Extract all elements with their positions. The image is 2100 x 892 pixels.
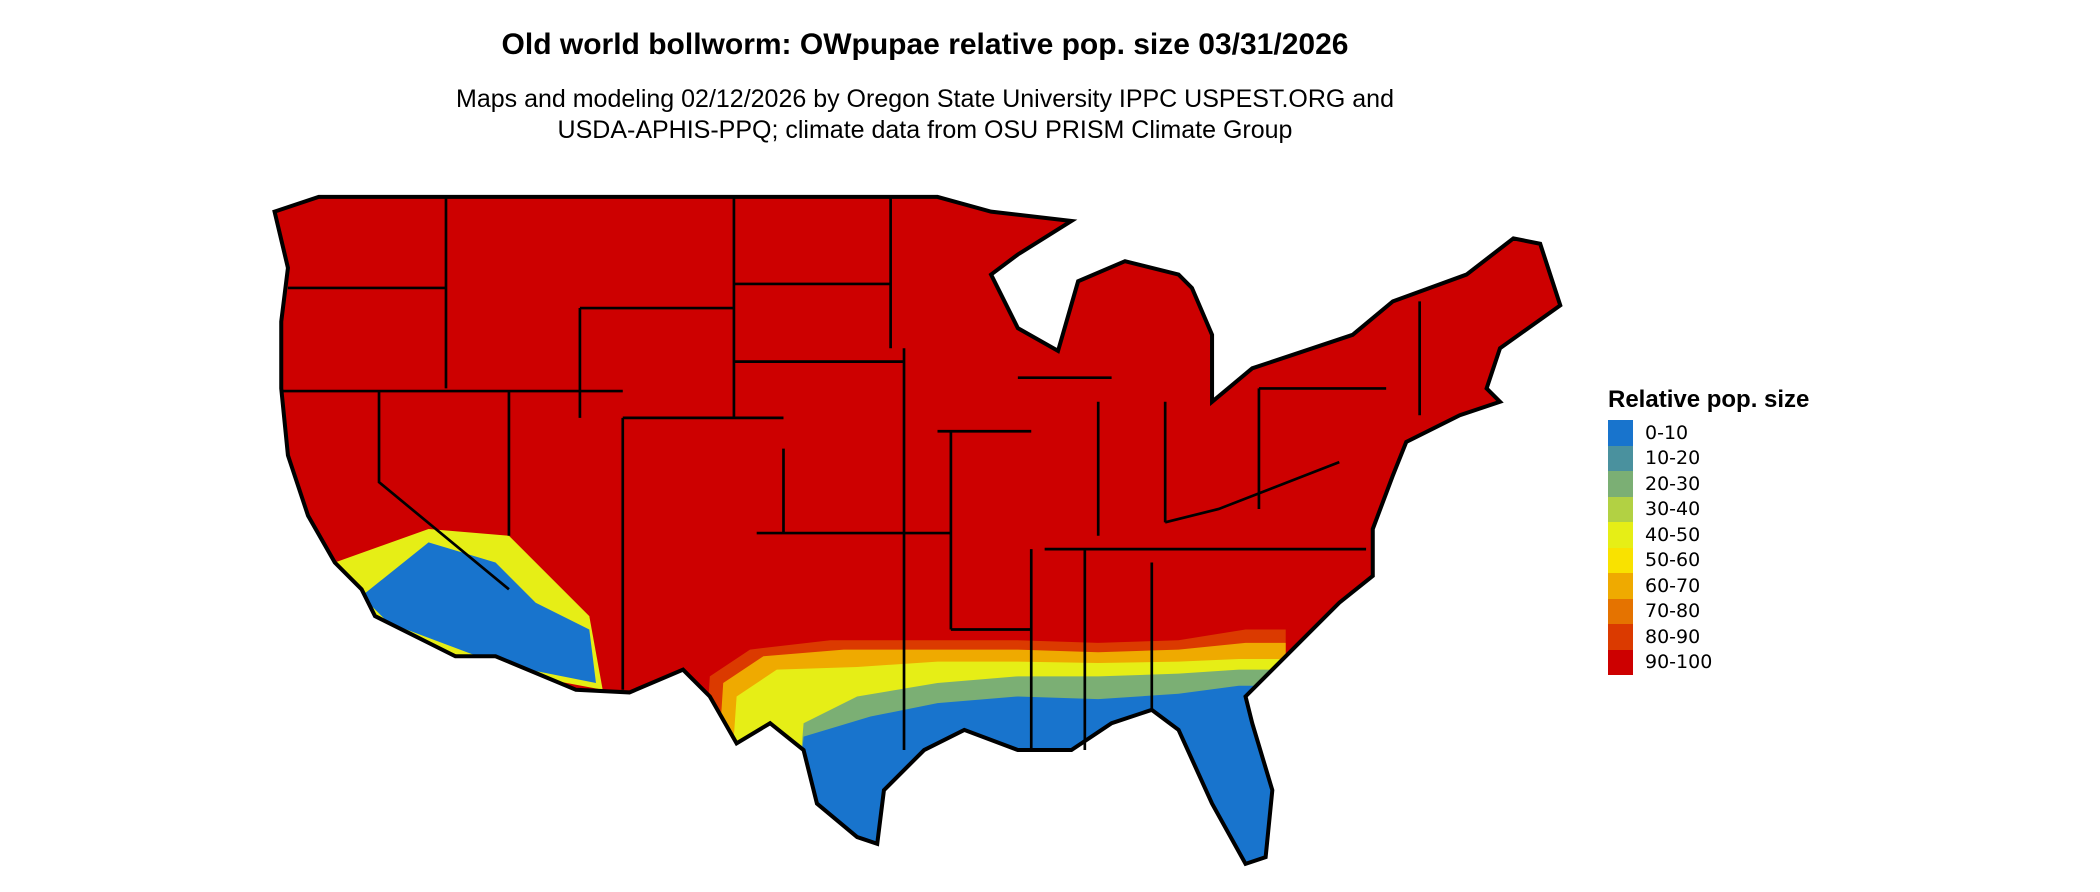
legend-swatch xyxy=(1608,624,1633,650)
legend-label: 10-20 xyxy=(1645,447,1701,470)
legend-item: 60-70 xyxy=(1608,573,1809,599)
legend-swatch xyxy=(1608,649,1633,675)
legend-item: 40-50 xyxy=(1608,522,1809,548)
legend-item: 20-30 xyxy=(1608,471,1809,497)
map-title: Old world bollworm: OWpupae relative pop… xyxy=(501,28,1349,61)
legend-swatch xyxy=(1608,547,1633,573)
legend-item: 30-40 xyxy=(1608,496,1809,522)
legend-label: 20-30 xyxy=(1645,472,1701,495)
legend-swatch xyxy=(1608,471,1633,497)
legend-swatch xyxy=(1608,573,1633,599)
legend-label: 90-100 xyxy=(1645,651,1713,674)
legend-swatch xyxy=(1608,445,1633,471)
legend-item: 90-100 xyxy=(1608,649,1809,675)
legend-label: 50-60 xyxy=(1645,549,1701,572)
legend-label: 0-10 xyxy=(1645,421,1689,444)
legend-label: 70-80 xyxy=(1645,600,1701,623)
map-subtitle-line2: USDA-APHIS-PPQ; climate data from OSU PR… xyxy=(557,116,1293,144)
legend-title: Relative pop. size xyxy=(1608,386,1810,413)
legend-item: 10-20 xyxy=(1608,445,1809,471)
legend-label: 40-50 xyxy=(1645,523,1701,546)
map-subtitle-line1: Maps and modeling 02/12/2026 by Oregon S… xyxy=(456,85,1394,113)
legend-swatch xyxy=(1608,420,1633,446)
legend-swatch xyxy=(1608,598,1633,624)
region-0-10-southwest xyxy=(361,542,596,684)
legend-swatch xyxy=(1608,522,1633,548)
legend-item: 50-60 xyxy=(1608,547,1809,573)
legend: Relative pop. size 0-10 10-20 20-30 30-40 40… xyxy=(1608,386,1809,675)
legend-item: 0-10 xyxy=(1608,420,1809,446)
state-borders xyxy=(281,196,1421,751)
legend-label: 80-90 xyxy=(1645,625,1701,648)
legend-label: 60-70 xyxy=(1645,574,1701,597)
legend-label: 30-40 xyxy=(1645,498,1701,521)
legend-swatch xyxy=(1608,496,1633,522)
legend-item: 70-80 xyxy=(1608,598,1809,624)
legend-item: 80-90 xyxy=(1608,624,1809,650)
